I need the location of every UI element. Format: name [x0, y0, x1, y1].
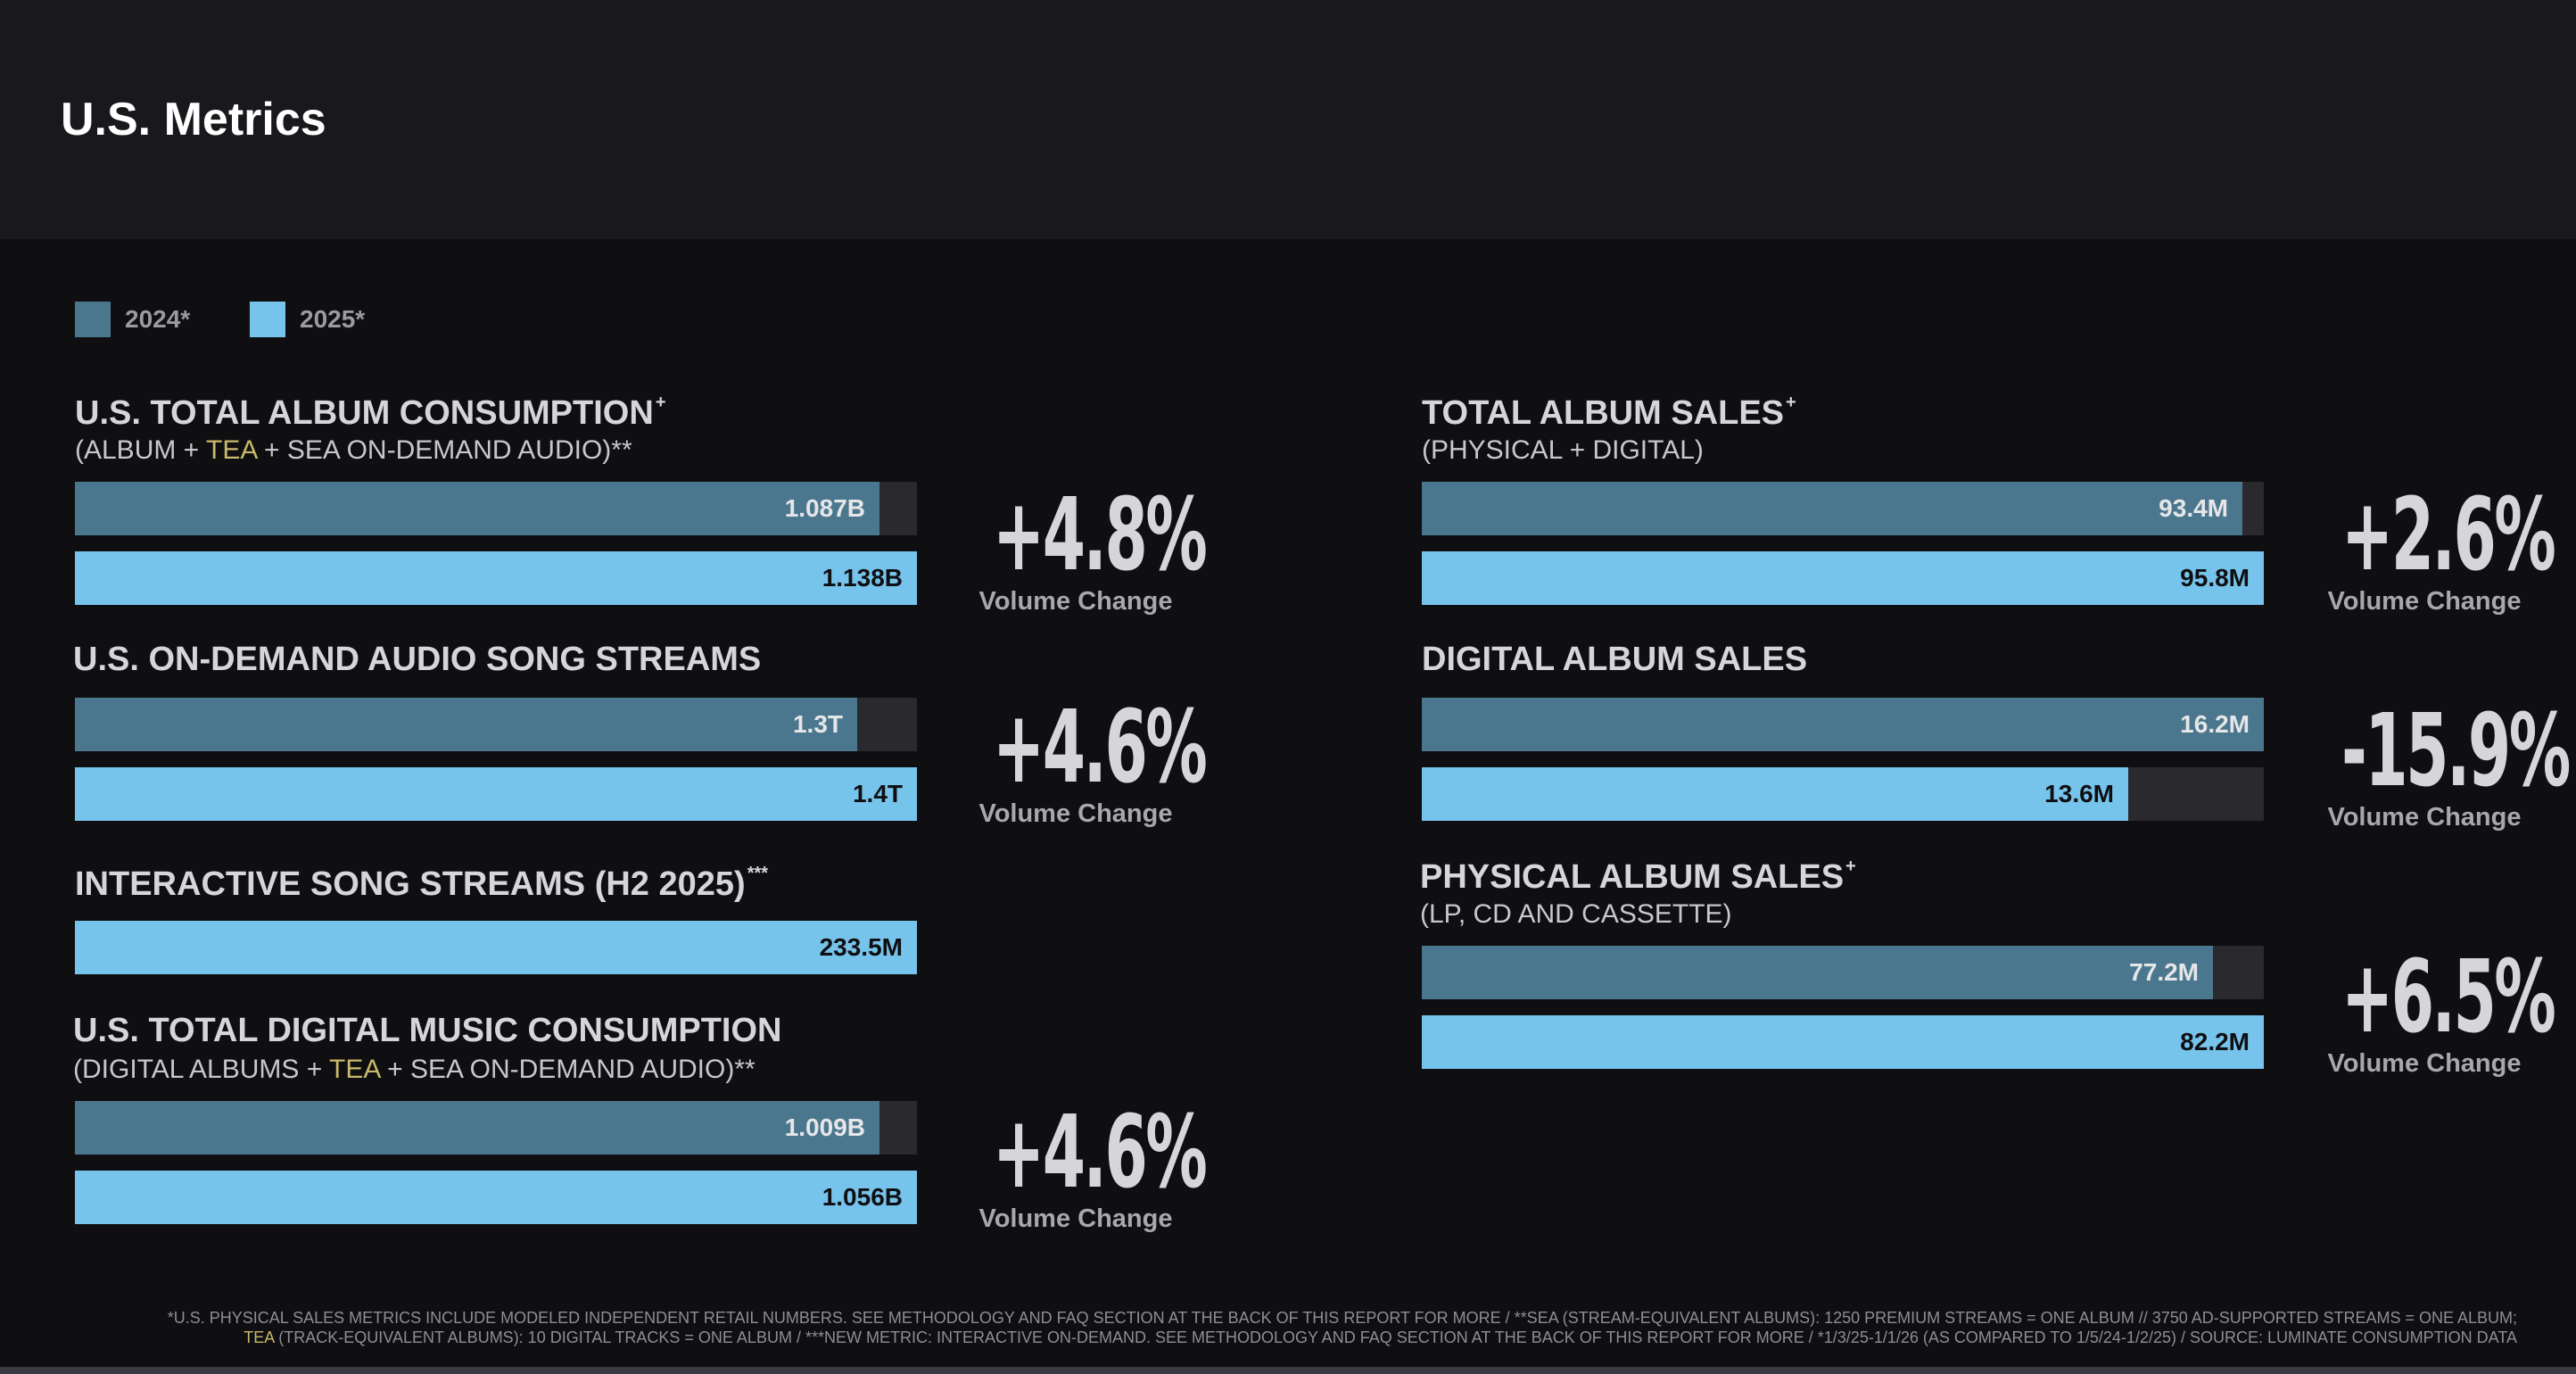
bar-2024: [75, 482, 879, 535]
footnote-line-2: TEA (TRACK-EQUIVALENT ALBUMS): 10 DIGITA…: [55, 1328, 2517, 1347]
metric-title-mark: ***: [747, 864, 769, 883]
metric-title-text: U.S. TOTAL ALBUM CONSUMPTION: [75, 394, 654, 432]
legend-swatch-2025: [250, 302, 285, 337]
bar-2024-label: 1.087B: [784, 494, 865, 522]
bar-2024-label: 16.2M: [2180, 710, 2250, 738]
header-bar: U.S. Metrics: [0, 0, 2576, 239]
volume-change-label: Volume Change: [2327, 587, 2522, 616]
volume-change-value: +2.6%: [2341, 477, 2556, 593]
bar-2025: [1422, 1015, 2264, 1069]
subtitle-tea: TEA: [206, 435, 257, 465]
metric-subtitle: (PHYSICAL + DIGITAL): [1422, 435, 1704, 465]
footnote: *U.S. PHYSICAL SALES METRICS INCLUDE MOD…: [55, 1308, 2517, 1347]
legend-label-2024: 2024*: [125, 305, 191, 333]
bar-track-2025: 82.2M: [1422, 1015, 2264, 1069]
bar-2025-label: 13.6M: [2044, 780, 2114, 807]
bar-track-2024: 16.2M: [1422, 698, 2264, 751]
bar-2025: [75, 1171, 917, 1224]
footnote-line-1: *U.S. PHYSICAL SALES METRICS INCLUDE MOD…: [167, 1309, 2517, 1327]
volume-change-value: +4.6%: [993, 1095, 1208, 1211]
bar-track-2024: 1.087B: [75, 482, 917, 535]
subtitle-pre: (DIGITAL ALBUMS +: [73, 1055, 330, 1084]
metric-title-mark: +: [1786, 393, 1796, 412]
bar-2025: [75, 767, 917, 821]
bar-2025: [75, 551, 917, 605]
footnote-tea: TEA: [244, 1328, 275, 1346]
bar-track-2024: 77.2M: [1422, 946, 2264, 999]
volume-change-value: +4.8%: [993, 477, 1208, 593]
volume-change-value: +6.5%: [2341, 939, 2556, 1055]
metric-title: TOTAL ALBUM SALES +: [1422, 393, 1796, 433]
subtitle-post: + SEA ON-DEMAND AUDIO)**: [379, 1055, 755, 1084]
bar-track-2024: 93.4M: [1422, 482, 2264, 535]
bar-track-2024: 1.009B: [75, 1101, 917, 1155]
legend-label-2025: 2025*: [300, 305, 366, 333]
metric-title-mark: +: [1845, 857, 1856, 876]
bar-track-2025: 13.6M: [1422, 767, 2264, 821]
volume-change-label: Volume Change: [978, 587, 1173, 616]
bar-track-2025: 1.138B: [75, 551, 917, 605]
bar-2025: [75, 921, 917, 974]
bar-2024: [75, 698, 857, 751]
volume-change-label: Volume Change: [978, 1204, 1173, 1233]
bottom-divider: [0, 1367, 2576, 1374]
metric-title-text: TOTAL ALBUM SALES: [1422, 394, 1785, 432]
bar-2025-label: 95.8M: [2180, 564, 2250, 592]
metric-title: U.S. TOTAL DIGITAL MUSIC CONSUMPTION: [73, 1012, 782, 1049]
bar-track-2025: 95.8M: [1422, 551, 2264, 605]
volume-change-label: Volume Change: [2327, 1049, 2522, 1078]
metric-subtitle: (DIGITAL ALBUMS + TEA + SEA ON-DEMAND AU…: [73, 1055, 755, 1085]
bar-track-2024: 1.3T: [75, 698, 917, 751]
bar-2025-label: 1.056B: [822, 1183, 903, 1211]
bar-2024-label: 77.2M: [2129, 958, 2199, 986]
metric-title: DIGITAL ALBUM SALES: [1422, 641, 1808, 678]
metric-title: U.S. ON-DEMAND AUDIO SONG STREAMS: [73, 641, 762, 678]
metric-title: PHYSICAL ALBUM SALES +: [1420, 857, 1856, 897]
bar-2025-label: 1.138B: [822, 564, 903, 592]
bar-2024-label: 1.3T: [792, 710, 843, 738]
bar-2024-label: 93.4M: [2159, 494, 2228, 522]
volume-change-value: -15.9%: [2341, 693, 2571, 809]
volume-change-label: Volume Change: [2327, 803, 2522, 832]
metric-subtitle: (ALBUM + TEA + SEA ON-DEMAND AUDIO)**: [75, 435, 632, 466]
bar-2024: [1422, 482, 2242, 535]
volume-change-label: Volume Change: [978, 799, 1173, 828]
metric-title: U.S. TOTAL ALBUM CONSUMPTION +: [75, 393, 666, 433]
volume-change-value: +4.6%: [993, 690, 1208, 806]
bar-2025: [1422, 767, 2128, 821]
legend-swatch-2024: [75, 302, 111, 337]
subtitle-pre: (ALBUM +: [75, 435, 206, 465]
bar-2025-label: 1.4T: [852, 780, 903, 807]
metric-title-mark: +: [655, 393, 666, 412]
metric-subtitle: (LP, CD AND CASSETTE): [1420, 899, 1732, 929]
bar-track-2025: 1.4T: [75, 767, 917, 821]
bar-2025-label: 82.2M: [2180, 1028, 2250, 1055]
bar-2024: [1422, 946, 2213, 999]
bar-2025: [1422, 551, 2264, 605]
bar-2024: [1422, 698, 2264, 751]
subtitle-tea: TEA: [329, 1055, 380, 1084]
bar-2024-label: 1.009B: [784, 1113, 865, 1141]
bar-2024: [75, 1101, 879, 1155]
metric-title-text: PHYSICAL ALBUM SALES: [1420, 858, 1845, 896]
bar-track-2025: 1.056B: [75, 1171, 917, 1224]
subtitle-post: + SEA ON-DEMAND AUDIO)**: [256, 435, 632, 465]
metric-title-text: INTERACTIVE SONG STREAMS (H2 2025): [75, 865, 746, 903]
bar-2025-label: 233.5M: [819, 933, 903, 961]
footnote-line-2-text: (TRACK-EQUIVALENT ALBUMS): 10 DIGITAL TR…: [274, 1328, 2517, 1346]
page-title: U.S. Metrics: [61, 94, 326, 145]
bar-track-2025: 233.5M: [75, 921, 917, 974]
metric-title: INTERACTIVE SONG STREAMS (H2 2025) ***: [75, 864, 768, 904]
